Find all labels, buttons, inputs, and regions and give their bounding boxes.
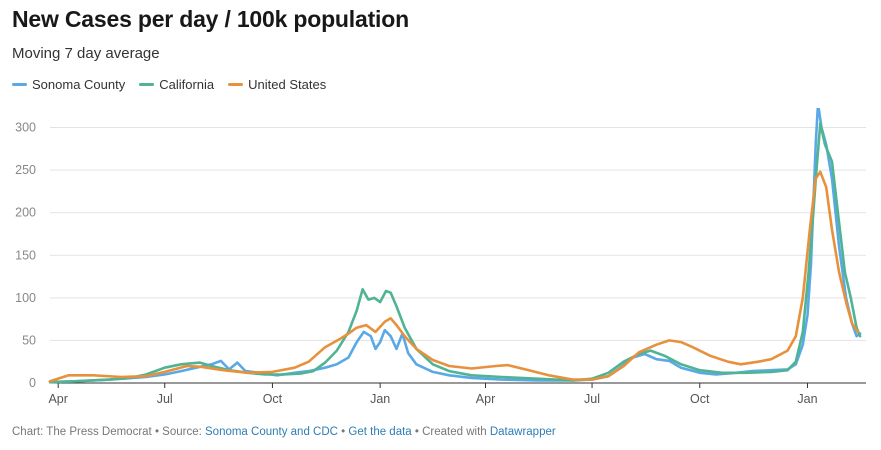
legend-item-sonoma: Sonoma County <box>12 77 125 92</box>
series-lines <box>48 108 862 384</box>
footer-credit: Chart: The Press Democrat • Source: <box>12 426 205 438</box>
chart-footer: Chart: The Press Democrat • Source: Sono… <box>12 426 556 438</box>
series-line-california <box>48 122 862 384</box>
series-line-sonoma-county <box>48 108 862 384</box>
x-axis-ticks: Apr Jul Oct Jan Apr Jul Oct Jan <box>48 383 818 406</box>
x-tick-label: Jan <box>797 392 817 406</box>
line-chart: 0 50 100 150 200 250 300 Apr Jul Oct Jan Apr Jul Oct… <box>15 108 866 406</box>
legend-label-california: California <box>159 77 215 92</box>
legend-item-california: California <box>139 77 214 92</box>
legend-swatch-sonoma <box>12 83 27 86</box>
legend: Sonoma County California United States <box>12 77 326 92</box>
x-tick-label: Apr <box>48 392 67 406</box>
y-tick-label: 250 <box>15 163 36 177</box>
datawrapper-link[interactable]: Datawrapper <box>489 426 556 438</box>
source-link[interactable]: Sonoma County and CDC <box>205 426 338 438</box>
chart-subtitle: Moving 7 day average <box>12 45 160 62</box>
y-tick-label: 200 <box>15 206 36 220</box>
x-tick-label: Jul <box>157 392 173 406</box>
x-tick-label: Oct <box>263 392 283 406</box>
legend-label-united-states: United States <box>248 77 327 92</box>
y-tick-label: 150 <box>15 248 36 262</box>
footer-separator: • <box>337 426 349 438</box>
y-tick-label: 50 <box>22 333 36 347</box>
y-tick-label: 300 <box>15 121 36 135</box>
x-tick-label: Oct <box>690 392 710 406</box>
y-tick-label: 0 <box>29 376 36 390</box>
chart-title: New Cases per day / 100k population <box>12 6 409 32</box>
legend-swatch-california <box>139 83 155 86</box>
series-line-united-states <box>48 170 860 383</box>
get-the-data-link[interactable]: Get the data <box>348 426 412 438</box>
y-axis-ticks: 0 50 100 150 200 250 300 <box>15 121 36 390</box>
grid-lines <box>50 127 866 384</box>
y-tick-label: 100 <box>15 291 36 305</box>
legend-item-united-states: United States <box>228 77 326 92</box>
x-tick-label: Apr <box>476 392 495 406</box>
footer-created-with: • Created with <box>411 426 490 438</box>
legend-swatch-united-states <box>228 83 244 86</box>
x-tick-label: Jul <box>584 392 600 406</box>
x-tick-label: Jan <box>370 392 390 406</box>
legend-label-sonoma: Sonoma County <box>32 77 126 92</box>
